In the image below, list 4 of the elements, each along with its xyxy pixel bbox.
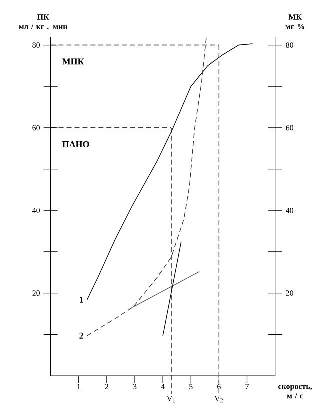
series-label: 2 bbox=[80, 332, 84, 339]
ref-line-label: МПК bbox=[62, 58, 84, 65]
series-label: 1 bbox=[80, 296, 84, 303]
ref-line-label: ПАНО bbox=[62, 141, 90, 148]
